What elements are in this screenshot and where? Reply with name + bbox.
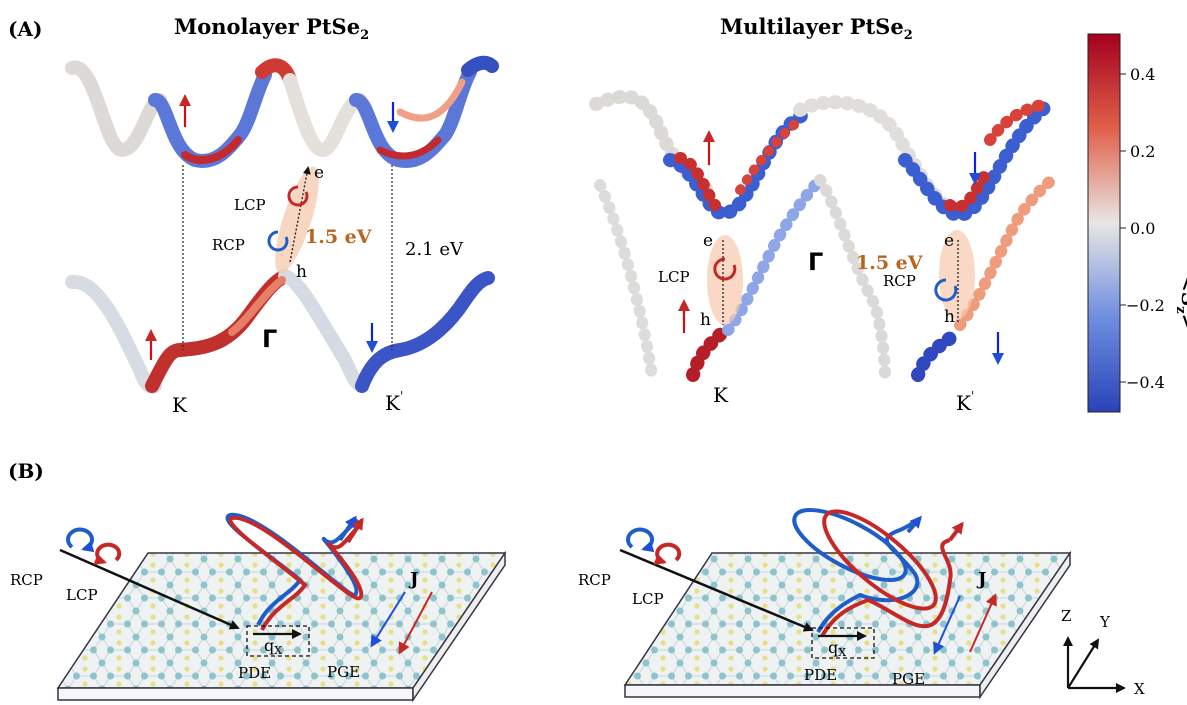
multi-h-label-k: h	[700, 310, 711, 330]
axis-z-label: Z	[1061, 607, 1071, 625]
mono-gamma-label: Γ	[262, 325, 277, 353]
multi-k-label: K	[713, 383, 729, 407]
colorbar-title: <Sz>	[1173, 275, 1187, 330]
right-pde-label: PDE	[804, 666, 837, 684]
axes-triad	[1063, 636, 1126, 693]
mono-rcp-icon	[267, 230, 289, 252]
colorbar-tick-1: 0.2	[1130, 142, 1155, 161]
right-light-beam	[619, 508, 997, 659]
multi-gap-label: 1.5 eV	[856, 252, 924, 274]
left-lcp-label: LCP	[66, 586, 98, 604]
right-lcp-label: LCP	[632, 590, 664, 608]
right-lcp-icon	[653, 542, 682, 565]
right-rcp-label: RCP	[578, 571, 611, 589]
multi-lcp-icon	[713, 257, 737, 281]
left-slab	[56, 550, 507, 703]
multi-h-label-kp: h	[944, 307, 955, 327]
left-lcp-icon	[93, 542, 122, 565]
left-j-label: J	[408, 569, 419, 590]
right-j-label: J	[976, 569, 987, 590]
mono-conduction-band	[65, 55, 499, 168]
multi-title: Multilayer PtSe2	[720, 14, 913, 43]
left-pde-label: PDE	[238, 664, 271, 682]
multi-lcp-label: LCP	[658, 268, 690, 286]
mono-kp-label: K'	[385, 389, 403, 415]
axis-y-label: Y	[1099, 613, 1111, 631]
colorbar-tick-4: −0.4	[1126, 373, 1165, 392]
mono-lcp-icon	[287, 185, 309, 207]
right-slab	[623, 550, 1072, 700]
mono-rcp-label: RCP	[212, 236, 245, 254]
left-pge-label: PGE	[327, 663, 360, 681]
right-pge-label: PGE	[892, 670, 925, 688]
right-rcp-icon	[626, 527, 655, 553]
mono-e-label: e	[314, 163, 324, 183]
mono-valence-band	[65, 269, 495, 394]
mono-title: Monolayer PtSe2	[174, 14, 369, 43]
multi-e-label-kp: e	[944, 231, 954, 251]
multi-bands	[589, 89, 1058, 382]
right-qx-label: qX	[828, 638, 846, 659]
multi-rcp-icon	[934, 278, 958, 302]
colorbar	[1087, 33, 1121, 413]
panel-b-label: (B)	[8, 459, 44, 483]
colorbar-tick-3: −0.2	[1126, 296, 1165, 315]
left-qx-label: qX	[264, 636, 282, 657]
multi-transition-ellipse-kp	[939, 230, 975, 320]
colorbar-tick-0: 0.4	[1130, 65, 1155, 84]
axis-x-label: X	[1134, 680, 1145, 698]
colorbar-ticks	[1120, 73, 1126, 383]
multi-rcp-label: RCP	[883, 272, 916, 290]
multi-e-label-k: e	[703, 231, 713, 251]
mono-lcp-label: LCP	[234, 196, 266, 214]
mono-gap-label: 1.5 eV	[305, 226, 373, 248]
left-light-beam	[59, 512, 433, 657]
multi-kp-label: K'	[956, 389, 974, 415]
mono-gap2-label: 2.1 eV	[405, 239, 464, 260]
multi-gamma-label: Γ	[808, 248, 823, 276]
panel-a-label: (A)	[8, 17, 42, 41]
mono-h-label: h	[296, 262, 307, 282]
left-rcp-label: RCP	[10, 571, 43, 589]
mono-k-label: K	[172, 393, 188, 417]
colorbar-tick-2: 0.0	[1130, 219, 1155, 238]
left-rcp-icon	[66, 527, 95, 553]
